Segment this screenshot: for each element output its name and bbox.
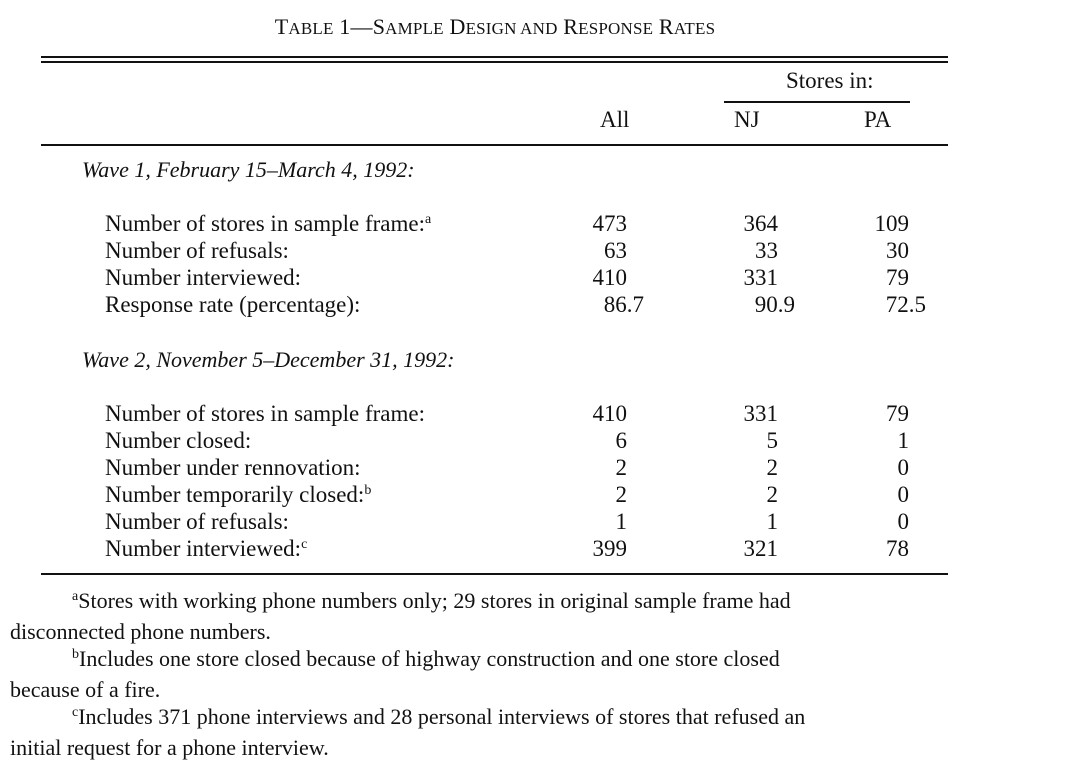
cell-all: 6: [615, 428, 628, 453]
footnote-a: aStores with working phone numbers only;…: [10, 588, 791, 644]
row-label: Number of stores in sample frame:a: [105, 211, 432, 236]
cell-all: 2: [615, 482, 628, 507]
cell-all: 410: [592, 401, 628, 426]
cell-pa: 0: [897, 482, 910, 507]
cell-all: 1: [615, 509, 628, 534]
footnotes: aStores with working phone numbers only;…: [10, 587, 951, 761]
cell-pa: 78: [886, 536, 909, 561]
cell-pa: 109: [874, 211, 910, 236]
row-label: Number interviewed:c: [105, 536, 308, 561]
bottom-rule: [41, 573, 948, 575]
cell-nj: 2: [766, 482, 779, 507]
cell-pa: 79: [886, 265, 909, 290]
cell-pa: 30: [886, 238, 909, 263]
cell-nj: 331: [743, 265, 779, 290]
cell-nj: 90.9: [754, 292, 795, 317]
row-label: Number of stores in sample frame:: [105, 401, 425, 426]
cell-all: 410: [592, 265, 628, 290]
cell-nj: 2: [766, 455, 779, 480]
row-label: Response rate (percentage):: [105, 292, 361, 317]
table-title: TABLE 1—SAMPLE DESIGN AND RESPONSE RATES: [274, 14, 716, 39]
footnote-mark: a: [425, 212, 432, 227]
cell-all: 399: [592, 536, 628, 561]
row-label: Number closed:: [105, 428, 252, 453]
cell-pa: 0: [897, 509, 910, 534]
cell-all: 2: [615, 455, 628, 480]
cell-all: 86.7: [603, 292, 644, 317]
cell-nj: 321: [743, 536, 779, 561]
footnote-c: cIncludes 371 phone interviews and 28 pe…: [10, 704, 806, 760]
row-label: Number temporarily closed:b: [105, 482, 372, 507]
col-header-nj: NJ: [734, 107, 760, 132]
header-rule: [41, 144, 948, 146]
cell-pa: 0: [897, 455, 910, 480]
cell-nj: 331: [743, 401, 779, 426]
top-rule-double: [41, 61, 948, 63]
footnote-mark: b: [364, 483, 372, 498]
row-label: Number interviewed:: [105, 265, 302, 290]
footnote-mark: c: [301, 537, 308, 552]
stores-in-rule: [724, 101, 910, 103]
row-label: Number of refusals:: [105, 509, 289, 534]
cell-pa: 1: [897, 428, 910, 453]
row-label: Number of refusals:: [105, 238, 289, 263]
cell-pa: 79: [886, 401, 909, 426]
cell-nj: 5: [766, 428, 779, 453]
cell-pa: 72.5: [885, 292, 926, 317]
cell-all: 473: [592, 211, 628, 236]
col-header-pa: PA: [864, 107, 892, 132]
stores-in-header: Stores in:: [786, 68, 874, 93]
cell-nj: 33: [755, 238, 778, 263]
footnote-b: bIncludes one store closed because of hi…: [10, 646, 780, 702]
top-rule: [41, 56, 948, 58]
cell-all: 63: [604, 238, 627, 263]
cell-nj: 364: [743, 211, 779, 236]
row-label: Number under rennovation:: [105, 455, 361, 480]
cell-nj: 1: [766, 509, 779, 534]
wave-1-label: Wave 1, February 15–March 4, 1992:: [82, 157, 415, 182]
wave-2-label: Wave 2, November 5–December 31, 1992:: [82, 347, 455, 372]
col-header-all: All: [600, 107, 630, 132]
